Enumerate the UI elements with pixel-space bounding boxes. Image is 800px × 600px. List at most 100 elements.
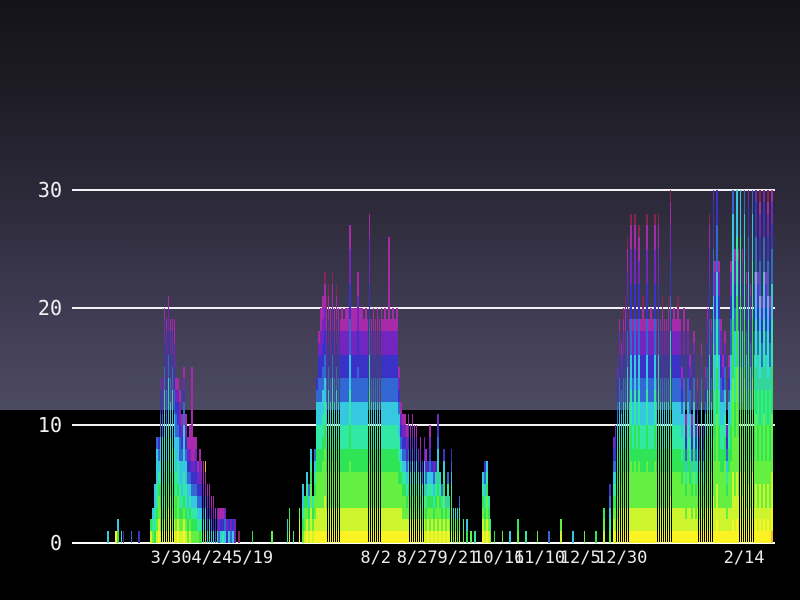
bar-segment xyxy=(755,272,758,320)
bar-segment xyxy=(396,507,398,532)
bar-segment xyxy=(359,425,361,449)
bar-segment xyxy=(443,460,445,473)
bar-segment xyxy=(622,531,625,543)
bar-segment xyxy=(636,378,638,402)
bar-segment xyxy=(462,531,465,543)
bar-segment xyxy=(700,378,703,402)
bar-segment xyxy=(216,507,219,520)
bar-segment xyxy=(687,531,689,543)
bar-segment xyxy=(372,378,375,402)
bar-segment xyxy=(321,507,324,532)
bar-segment xyxy=(745,425,748,461)
bar-segment xyxy=(351,425,353,449)
bar-segment xyxy=(155,484,158,508)
bar-segment xyxy=(644,507,646,532)
bar-column xyxy=(189,425,191,543)
bar-segment xyxy=(651,507,654,532)
bar-segment xyxy=(345,331,347,355)
bar-segment xyxy=(345,307,347,332)
bar-segment xyxy=(691,519,693,532)
bar-segment xyxy=(200,484,203,496)
bar-segment xyxy=(624,448,627,473)
bar-segment xyxy=(732,319,734,379)
bar-segment xyxy=(189,425,191,449)
bar-segment xyxy=(630,319,633,355)
bar-segment xyxy=(692,472,695,508)
bar-column xyxy=(423,437,426,543)
bar-segment xyxy=(704,460,707,485)
bar-segment xyxy=(316,448,318,473)
bar-segment xyxy=(667,507,670,532)
bar-column xyxy=(651,319,654,543)
bar-segment xyxy=(702,472,705,485)
bar-segment xyxy=(741,531,744,543)
bar-segment xyxy=(409,531,412,543)
bar-segment xyxy=(386,507,388,532)
bar-segment xyxy=(724,390,726,414)
bar-segment xyxy=(685,495,687,520)
bar-segment xyxy=(210,495,213,508)
bar-segment xyxy=(433,460,435,473)
bar-segment xyxy=(624,354,627,379)
bar-column xyxy=(493,531,496,543)
bar-column xyxy=(583,531,586,543)
bar-segment xyxy=(644,401,646,426)
bar-segment xyxy=(171,507,174,532)
bar-segment xyxy=(333,531,336,543)
bar-segment xyxy=(357,448,359,473)
bar-segment xyxy=(448,507,451,520)
bar-segment xyxy=(712,248,715,296)
bar-segment xyxy=(364,378,367,402)
bar-segment xyxy=(329,331,332,355)
bar-segment xyxy=(622,354,625,379)
bar-segment xyxy=(183,366,185,379)
bar-column xyxy=(228,519,230,543)
bar-segment xyxy=(388,237,390,332)
bar-segment xyxy=(353,331,355,355)
bar-segment xyxy=(700,401,703,426)
bar-segment xyxy=(175,378,178,391)
bar-segment xyxy=(718,319,720,355)
bar-segment xyxy=(333,307,336,332)
bar-segment xyxy=(482,484,484,496)
bar-segment xyxy=(724,437,726,461)
bar-segment xyxy=(362,378,365,402)
bar-segment xyxy=(622,448,625,473)
bar-segment xyxy=(671,354,674,379)
bar-segment xyxy=(482,531,484,543)
bar-segment xyxy=(661,401,664,426)
bar-segment xyxy=(353,472,355,508)
bar-segment xyxy=(179,507,181,520)
bar-segment xyxy=(325,425,328,449)
bar-segment xyxy=(609,507,611,520)
bar-column xyxy=(167,295,170,543)
bar-segment xyxy=(737,331,740,367)
bar-segment xyxy=(202,519,205,532)
bar-segment xyxy=(230,519,232,532)
bar-segment xyxy=(341,425,344,449)
bar-segment xyxy=(761,295,763,308)
bar-segment xyxy=(331,284,334,308)
bar-segment xyxy=(679,507,681,532)
bar-segment xyxy=(663,425,666,449)
bar-segment xyxy=(651,354,654,379)
bar-segment xyxy=(443,448,445,461)
bar-segment xyxy=(675,378,677,402)
bar-column xyxy=(710,319,713,543)
bar-segment xyxy=(755,201,758,238)
bar-segment xyxy=(218,507,221,520)
bar-segment xyxy=(667,307,670,332)
bar-column xyxy=(525,531,527,543)
bar-segment xyxy=(167,295,170,308)
bar-column xyxy=(626,237,629,543)
bar-segment xyxy=(419,460,422,473)
bar-segment xyxy=(341,401,344,426)
bar-segment xyxy=(366,331,369,355)
bar-segment xyxy=(685,472,687,485)
bar-column xyxy=(724,331,726,543)
bar-segment xyxy=(331,401,334,426)
bar-segment xyxy=(735,472,738,520)
bar-segment xyxy=(669,331,672,367)
bar-segment xyxy=(316,378,318,391)
